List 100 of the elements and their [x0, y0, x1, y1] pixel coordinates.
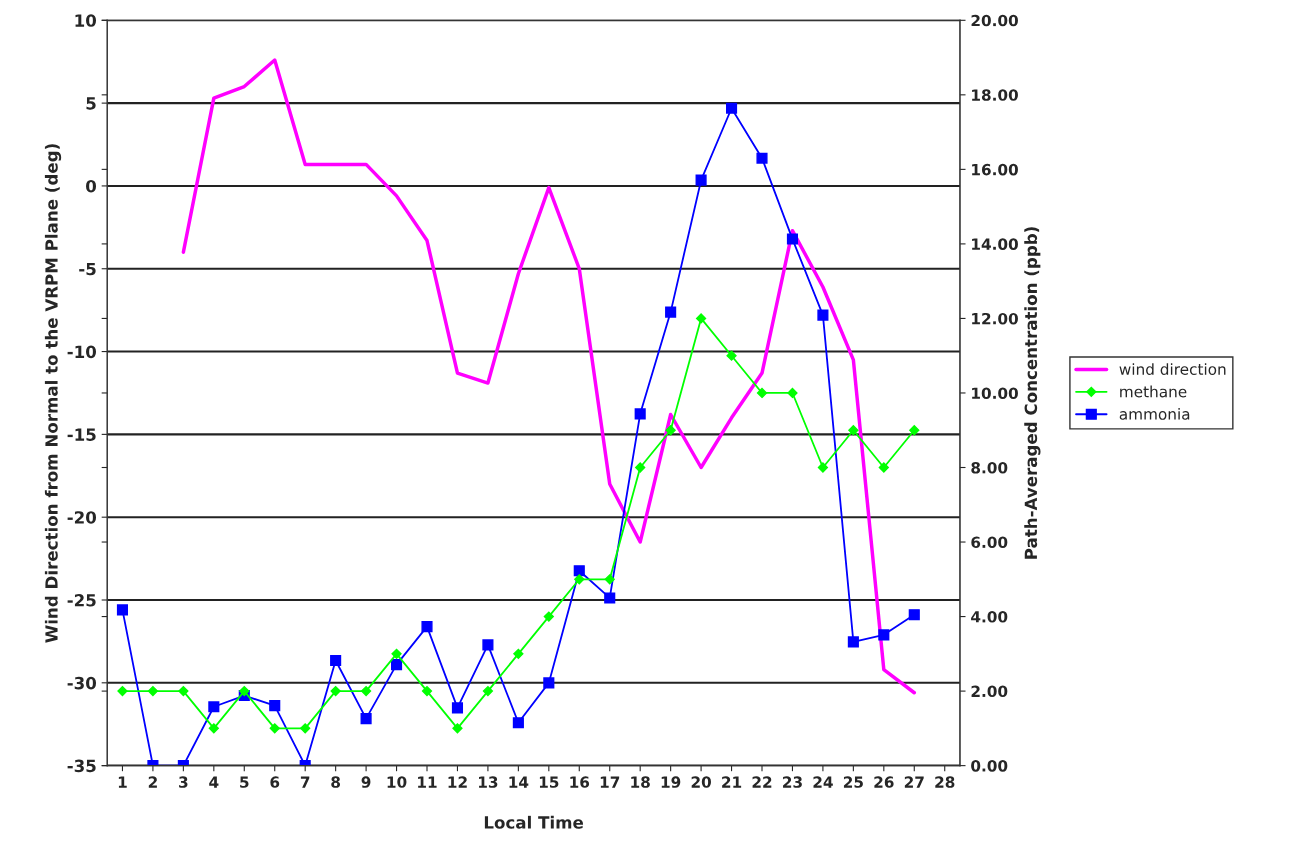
point: [604, 574, 615, 585]
point: [787, 387, 798, 399]
point: [756, 152, 768, 164]
x-tick-label: 1: [118, 776, 127, 788]
y2-tick-label: 2.00: [971, 685, 1008, 698]
point: [847, 636, 859, 648]
point: [909, 425, 920, 436]
x-tick-label: 9: [361, 776, 371, 788]
y2-tick-label: 10.00: [972, 387, 1018, 399]
point: [695, 313, 707, 324]
point: [360, 685, 372, 697]
point: [665, 425, 676, 436]
x-tick-label: 3: [179, 776, 188, 788]
x-tick-label: 20: [691, 776, 711, 788]
x-tick-label: 28: [935, 776, 955, 788]
y-tick-label: 5: [86, 97, 96, 110]
point: [269, 723, 280, 734]
y2-tick-label: 12.00: [972, 312, 1018, 325]
point: [482, 639, 494, 651]
point: [300, 723, 311, 734]
y-tick-label: -5: [79, 262, 96, 276]
y-tick-label: 0: [86, 179, 97, 193]
x-tick-label: 5: [240, 776, 249, 788]
y2-tick-label: 20.00: [971, 14, 1018, 27]
x-tick-label: 16: [570, 776, 590, 788]
point: [635, 462, 646, 473]
x-tick-label: 21: [722, 776, 742, 788]
point: [908, 609, 920, 621]
y-tick-label: -20: [67, 511, 97, 524]
point: [512, 717, 524, 729]
point: [543, 611, 554, 622]
x-tick-label: 2: [148, 776, 157, 788]
point: [634, 408, 646, 420]
y2-tick-label: 4.00: [971, 611, 1008, 623]
x-tick-label: 23: [783, 776, 802, 788]
x-tick-label: 12: [448, 776, 467, 788]
legend-label: wind direction: [1119, 363, 1226, 375]
y-axis-title: Wind Direction from Normal to the VRPM Plane (deg): [44, 144, 62, 643]
x-tick-label: 26: [874, 776, 894, 788]
point: [786, 233, 799, 245]
point: [390, 659, 403, 671]
x-tick-label: 25: [843, 776, 863, 788]
x-tick-label: 22: [752, 776, 772, 788]
y2-tick-label: 0.00: [971, 760, 1008, 772]
point: [817, 309, 829, 321]
point: [817, 462, 829, 473]
x-tick-label: 17: [600, 776, 620, 788]
y-tick-label: -15: [67, 428, 96, 441]
x-tick-label: 27: [904, 776, 924, 788]
point: [330, 654, 342, 667]
x-tick-label: 7: [300, 776, 310, 788]
point: [695, 174, 707, 186]
y2-tick-label: 14.00: [972, 238, 1018, 250]
point: [330, 685, 341, 697]
legend-label: ammonia: [1119, 408, 1190, 420]
point: [878, 462, 889, 473]
x-tick-label: 19: [661, 776, 681, 788]
point: [756, 387, 768, 399]
y2-tick-label: 6.00: [971, 536, 1008, 549]
y-tick-label: 10: [75, 14, 97, 27]
legend-label: methane: [1120, 385, 1187, 398]
y2-tick-label: 16.00: [972, 163, 1018, 176]
y2-tick-label: 8.00: [971, 461, 1008, 474]
point: [269, 700, 281, 712]
point: [178, 685, 189, 697]
x-tick-label: 6: [270, 776, 280, 788]
x-tick-label: 13: [479, 776, 498, 788]
x-tick-label: 24: [813, 776, 833, 788]
point: [208, 723, 219, 734]
x-tick-label: 18: [631, 776, 650, 788]
x-tick-label: 14: [509, 776, 529, 788]
point: [208, 701, 220, 713]
point: [421, 621, 433, 633]
point: [574, 574, 585, 585]
y-tick-label: -10: [67, 345, 97, 359]
point: [147, 685, 159, 697]
point: [726, 350, 737, 361]
x-tick-label: 4: [209, 776, 219, 788]
y-tick-label: -30: [67, 676, 97, 690]
point: [725, 102, 738, 114]
point: [451, 702, 464, 714]
point: [573, 565, 585, 577]
point: [421, 685, 433, 697]
x-axis-title: Local Time: [484, 815, 584, 829]
y-tick-label: -25: [67, 593, 96, 607]
point: [604, 592, 616, 604]
y-tick-label: -35: [67, 759, 96, 773]
point: [116, 604, 129, 616]
point: [391, 648, 402, 659]
point: [360, 713, 372, 725]
x-tick-label: 8: [331, 776, 341, 788]
x-tick-label: 15: [539, 776, 559, 788]
point: [452, 723, 463, 734]
point: [482, 685, 494, 697]
point: [878, 629, 890, 641]
line-series: [181, 58, 917, 695]
point: [239, 685, 250, 697]
point: [117, 685, 128, 697]
point: [513, 648, 524, 659]
point: [543, 677, 555, 689]
